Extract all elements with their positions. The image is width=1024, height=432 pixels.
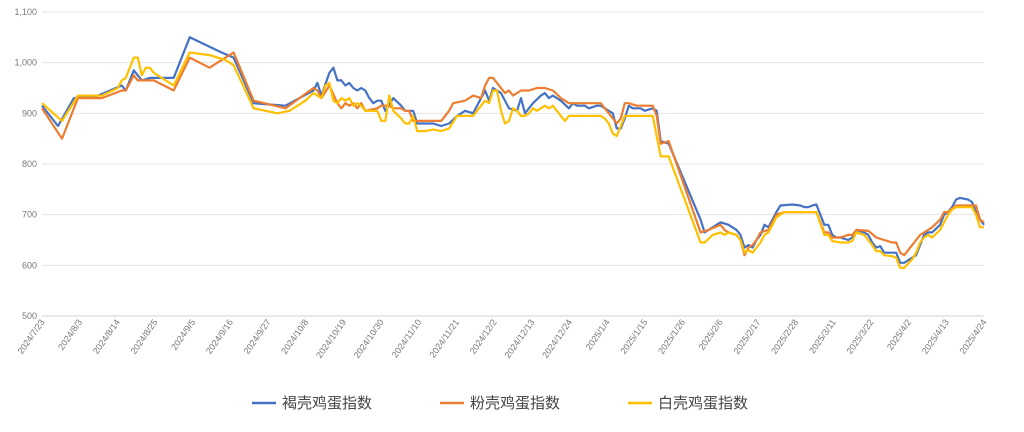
x-tick-label: 2025/2/6 xyxy=(697,317,725,351)
x-tick-label: 2025/4/24 xyxy=(957,317,988,356)
series-line-1 xyxy=(41,36,985,264)
legend-item-2[interactable]: 粉壳鸡蛋指数 xyxy=(440,394,560,412)
x-tick-label: 2024/10/30 xyxy=(352,317,386,360)
gridlines xyxy=(42,11,984,317)
y-tick-label: 900 xyxy=(22,108,37,118)
x-tick-label: 2024/10/19 xyxy=(314,317,348,360)
x-tick-label: 2024/8/25 xyxy=(129,317,160,356)
x-tick-label: 2024/8/14 xyxy=(91,317,122,356)
x-tick-label: 2024/9/5 xyxy=(169,317,197,351)
x-tick-label: 2024/10/8 xyxy=(279,317,310,356)
x-tick-label: 2025/2/17 xyxy=(731,317,762,356)
x-tick-label: 2024/8/3 xyxy=(56,317,84,351)
x-tick-label: 2024/12/24 xyxy=(540,317,574,360)
legend-label: 褐壳鸡蛋指数 xyxy=(282,394,372,412)
y-axis-tick-labels: 500 600 700 800 900 1,000 1,100 xyxy=(14,7,37,321)
x-tick-label: 2025/4/13 xyxy=(920,317,951,356)
y-tick-label: 700 xyxy=(22,210,37,220)
x-tick-label: 2024/11/21 xyxy=(427,317,461,359)
x-tick-label: 2025/4/2 xyxy=(885,317,913,351)
y-tick-label: 1,100 xyxy=(14,7,37,17)
x-tick-label: 2025/1/15 xyxy=(618,317,649,356)
x-tick-label: 2024/11/10 xyxy=(390,317,424,359)
x-tick-label: 2025/3/11 xyxy=(807,317,838,355)
y-tick-label: 800 xyxy=(22,159,37,169)
series-lines xyxy=(41,36,985,269)
series-line-2 xyxy=(41,51,985,257)
y-tick-label: 500 xyxy=(22,311,37,321)
x-tick-label: 2024/12/2 xyxy=(468,317,499,356)
legend-item-1[interactable]: 褐壳鸡蛋指数 xyxy=(252,394,372,412)
y-tick-label: 600 xyxy=(22,260,37,270)
y-tick-label: 1,000 xyxy=(14,58,37,68)
x-tick-label: 2025/1/4 xyxy=(584,317,612,351)
x-tick-label: 2024/12/13 xyxy=(502,317,536,360)
x-axis-tick-labels: 2024/7/23 2024/8/3 2024/8/14 2024/8/25 2024/… xyxy=(15,317,988,360)
x-tick-label: 2025/1/26 xyxy=(656,317,687,356)
x-tick-label: 2024/9/16 xyxy=(204,317,235,356)
legend-item-3[interactable]: 白壳鸡蛋指数 xyxy=(628,394,748,412)
legend-label: 粉壳鸡蛋指数 xyxy=(470,394,560,412)
x-tick-label: 2025/2/28 xyxy=(769,317,800,356)
legend[interactable]: 褐壳鸡蛋指数 粉壳鸡蛋指数 白壳鸡蛋指数 xyxy=(252,394,748,412)
x-tick-label: 2024/7/23 xyxy=(15,317,46,356)
series-line-3 xyxy=(41,51,984,269)
legend-label: 白壳鸡蛋指数 xyxy=(658,394,748,412)
x-tick-label: 2025/3/22 xyxy=(844,317,875,356)
x-tick-label: 2024/9/27 xyxy=(242,317,273,356)
